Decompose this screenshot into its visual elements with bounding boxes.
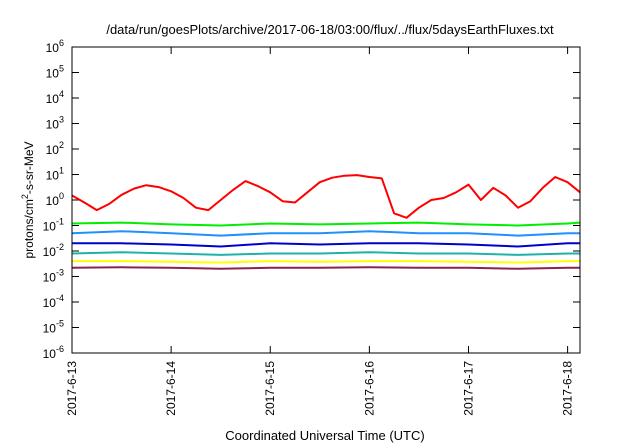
y-tick-label-base: 10 [43,271,57,285]
series-line-0 [71,174,581,219]
series-line-6 [71,266,580,270]
y-tick-label-exponent: 2 [59,140,64,150]
y-tick-label: 106 [46,38,64,55]
series-line-4 [71,251,580,256]
y-tick-label-base: 10 [46,169,60,183]
x-tick-label: 2017-6-17 [461,361,475,416]
y-axis-label: protons/cm2-s-sr-MeV [20,141,36,258]
series-line-1 [71,221,581,227]
x-tick-label: 2017-6-18 [561,361,575,416]
y-tick-label: 10-4 [43,293,64,310]
y-tick-label-base: 10 [43,347,57,361]
plot-area: 10-610-510-410-310-210-11001011021031041… [43,38,581,416]
series-line-3 [72,242,580,248]
x-tick-label: 2017-6-15 [263,361,277,416]
y-tick-label-exponent: -4 [56,293,64,303]
y-axis-label-post: -s-sr-MeV [22,141,36,194]
y-tick-label: 10-1 [43,217,64,234]
plot-frame [71,46,581,354]
y-tick-label-exponent: 4 [59,89,64,99]
y-tick-label-base: 10 [46,194,60,208]
y-tick-label-exponent: -2 [56,242,64,252]
y-tick-label-base: 10 [46,92,60,106]
y-tick-label-base: 10 [43,296,57,310]
y-tick-label: 102 [46,140,64,157]
x-tick-label: 2017-6-13 [65,361,79,416]
y-tick-label-base: 10 [43,322,57,336]
y-tick-label-exponent: -1 [56,217,64,227]
y-axis-label-sup: 2 [20,194,30,199]
y-tick-label-exponent: 5 [59,64,64,74]
y-tick-label: 104 [46,89,64,106]
y-tick-label: 100 [46,191,64,208]
y-tick-label-exponent: 3 [59,115,64,125]
y-tick-label-base: 10 [46,67,60,81]
series-line-2 [71,230,580,237]
y-tick-label-exponent: 6 [59,38,64,48]
y-tick-label-base: 10 [46,118,60,132]
y-tick-label: 10-6 [43,344,64,361]
y-tick-label-exponent: 0 [59,191,64,201]
chart-title: /data/run/goesPlots/archive/2017-06-18/0… [106,22,554,37]
y-tick-label-exponent: 1 [59,166,64,176]
x-tick-label: 2017-6-16 [362,361,376,416]
y-axis-label-pre: protons/cm [22,199,36,258]
y-tick-label: 10-5 [43,319,64,336]
y-tick-label: 101 [46,166,64,183]
y-tick-label-base: 10 [43,220,57,234]
x-axis-label: Coordinated Universal Time (UTC) [225,428,424,443]
y-tick-label: 103 [46,115,64,132]
x-tick-label: 2017-6-14 [164,361,178,416]
y-tick-label: 10-2 [43,242,64,259]
y-tick-label-exponent: -5 [56,319,64,329]
y-tick-label-exponent: -6 [56,344,64,354]
y-tick-label: 105 [46,64,64,81]
y-tick-label-base: 10 [46,41,60,55]
series-line-5 [72,260,580,264]
y-tick-label-base: 10 [46,143,60,157]
y-tick-label-exponent: -3 [56,268,64,278]
y-tick-label-base: 10 [43,245,57,259]
y-tick-label: 10-3 [43,268,64,285]
